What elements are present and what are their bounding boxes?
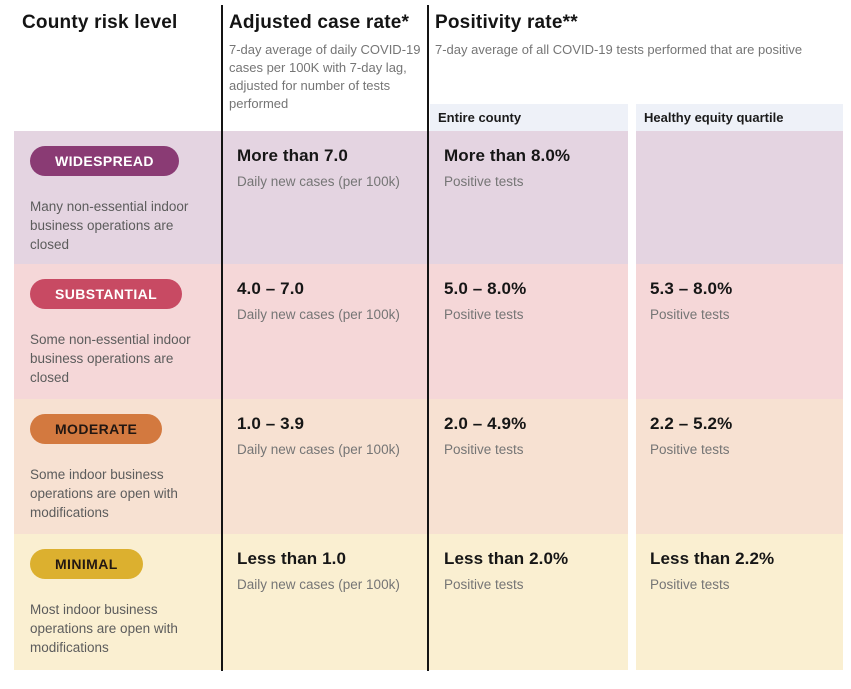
- entire-county-value: More than 8.0%: [444, 146, 571, 165]
- case-rate-value: Less than 1.0: [237, 549, 347, 568]
- risk-level-cell: MINIMAL Most indoor business operations …: [14, 534, 222, 670]
- subheader-entire-county: Entire county: [430, 104, 628, 131]
- entire-county-cell: More than 8.0% Positive tests: [428, 131, 628, 264]
- column-divider: [427, 5, 429, 671]
- case-rate-cell: Less than 1.0 Daily new cases (per 100k): [222, 534, 428, 670]
- equity-quartile-cell: 5.3 – 8.0% Positive tests: [636, 264, 843, 399]
- case-rate-header: Adjusted case rate* 7-day average of dai…: [229, 12, 427, 113]
- equity-quartile-cell: Less than 2.2% Positive tests: [636, 534, 843, 670]
- positivity-title: Positivity rate**: [435, 12, 578, 33]
- entire-county-cell: 2.0 – 4.9% Positive tests: [428, 399, 628, 534]
- positivity-subtitle: 7-day average of all COVID-19 tests perf…: [435, 42, 803, 57]
- row-substantial: SUBSTANTIAL Some non-essential indoor bu…: [0, 264, 851, 399]
- page-title: County risk level: [22, 12, 178, 33]
- case-rate-sub: Daily new cases (per 100k): [237, 577, 400, 592]
- equity-quartile-value: Less than 2.2%: [650, 549, 775, 568]
- risk-badge: SUBSTANTIAL: [30, 279, 183, 309]
- positivity-header: Positivity rate** 7-day average of all C…: [435, 12, 840, 59]
- risk-level-cell: MODERATE Some indoor business operations…: [14, 399, 222, 534]
- entire-county-value: 5.0 – 8.0%: [444, 279, 527, 298]
- entire-county-value: Less than 2.0%: [444, 549, 569, 568]
- entire-county-value: 2.0 – 4.9%: [444, 414, 527, 433]
- case-rate-cell: 1.0 – 3.9 Daily new cases (per 100k): [222, 399, 428, 534]
- entire-county-label: Entire county: [438, 110, 522, 125]
- equity-quartile-label: Healthy equity quartile: [644, 110, 784, 125]
- equity-quartile-cell: 2.2 – 5.2% Positive tests: [636, 399, 843, 534]
- risk-description: Some indoor business operations are open…: [30, 467, 178, 520]
- risk-description: Many non-essential indoor business opera…: [30, 199, 189, 252]
- case-rate-cell: More than 7.0 Daily new cases (per 100k): [222, 131, 428, 264]
- risk-badge: WIDESPREAD: [30, 146, 179, 176]
- equity-quartile-sub: Positive tests: [650, 442, 730, 457]
- risk-level-cell: WIDESPREAD Many non-essential indoor bus…: [14, 131, 222, 264]
- case-rate-sub: Daily new cases (per 100k): [237, 307, 400, 322]
- equity-quartile-sub: Positive tests: [650, 577, 730, 592]
- entire-county-cell: 5.0 – 8.0% Positive tests: [428, 264, 628, 399]
- equity-quartile-value: 2.2 – 5.2%: [650, 414, 733, 433]
- entire-county-sub: Positive tests: [444, 307, 524, 322]
- risk-description: Most indoor business operations are open…: [30, 602, 178, 655]
- row-moderate: MODERATE Some indoor business operations…: [0, 399, 851, 534]
- case-rate-value: 4.0 – 7.0: [237, 279, 305, 298]
- equity-quartile-value: 5.3 – 8.0%: [650, 279, 733, 298]
- row-minimal: MINIMAL Most indoor business operations …: [0, 534, 851, 670]
- case-rate-value: 1.0 – 3.9: [237, 414, 305, 433]
- risk-badge: MINIMAL: [30, 549, 143, 579]
- equity-quartile-sub: Positive tests: [650, 307, 730, 322]
- case-rate-value: More than 7.0: [237, 146, 348, 165]
- entire-county-cell: Less than 2.0% Positive tests: [428, 534, 628, 670]
- subheader-equity-quartile: Healthy equity quartile: [636, 104, 843, 131]
- case-rate-title: Adjusted case rate*: [229, 12, 410, 33]
- entire-county-sub: Positive tests: [444, 577, 524, 592]
- equity-quartile-cell: [636, 131, 843, 264]
- case-rate-sub: Daily new cases (per 100k): [237, 174, 400, 189]
- risk-level-cell: SUBSTANTIAL Some non-essential indoor bu…: [14, 264, 222, 399]
- risk-badge: MODERATE: [30, 414, 163, 444]
- entire-county-sub: Positive tests: [444, 174, 524, 189]
- row-widespread: WIDESPREAD Many non-essential indoor bus…: [0, 131, 851, 264]
- column-divider: [221, 5, 223, 671]
- entire-county-sub: Positive tests: [444, 442, 524, 457]
- case-rate-sub: Daily new cases (per 100k): [237, 442, 400, 457]
- case-rate-cell: 4.0 – 7.0 Daily new cases (per 100k): [222, 264, 428, 399]
- case-rate-subtitle: 7-day average of daily COVID-19 cases pe…: [229, 42, 421, 111]
- risk-description: Some non-essential indoor business opera…: [30, 332, 191, 385]
